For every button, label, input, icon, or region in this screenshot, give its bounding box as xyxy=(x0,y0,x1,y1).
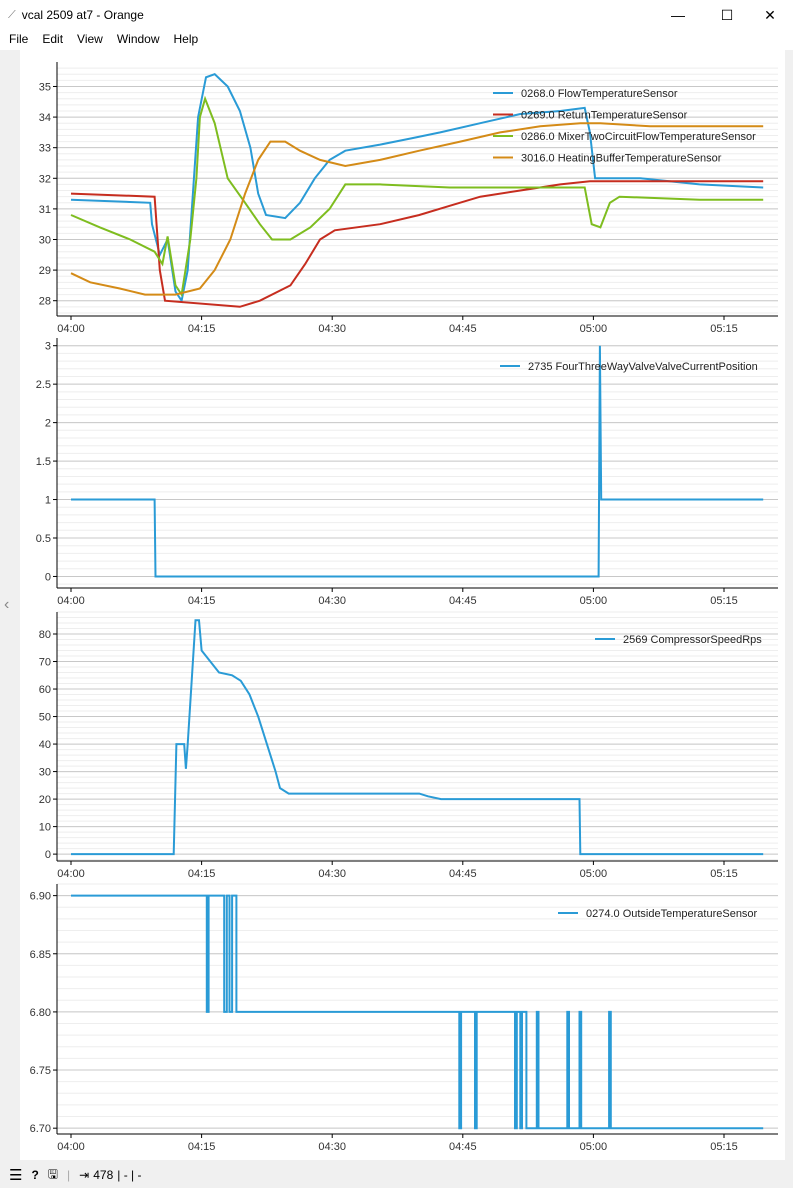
series-line xyxy=(70,122,764,296)
x-tick-label: 04:00 xyxy=(57,595,85,607)
x-tick-label: 04:00 xyxy=(57,1141,85,1153)
y-tick-label: 2 xyxy=(45,418,51,430)
maximize-button[interactable]: ☐ xyxy=(720,6,734,23)
series-line xyxy=(71,619,764,856)
legend-label: 0268.0 FlowTemperatureSensor xyxy=(521,88,678,100)
legend-label: 0286.0 MixerTwoCircuitFlowTemperatureSen… xyxy=(521,131,756,143)
y-tick-label: 29 xyxy=(39,265,51,277)
y-tick-label: 2.5 xyxy=(36,379,51,391)
plot-area xyxy=(20,50,785,1160)
chart-panel-2: 0 10 20 30 40 50 60 70 80 04:00 04:15 04:30 04:45 05:… xyxy=(39,611,778,880)
menu-file[interactable]: File xyxy=(9,32,29,46)
y-tick-label: 32 xyxy=(39,173,51,185)
y-tick-label: 80 xyxy=(39,629,51,641)
y-tick-label: 1.5 xyxy=(36,456,51,468)
series-line xyxy=(70,73,764,304)
save-icon[interactable]: 🖫 xyxy=(47,1166,59,1181)
series-line xyxy=(71,894,764,1130)
y-tick-label: 60 xyxy=(39,684,51,696)
x-tick-label: 04:45 xyxy=(449,323,477,335)
divider: | xyxy=(67,1168,71,1182)
x-tick-label: 05:15 xyxy=(710,868,738,880)
legend-label: 0269.0 ReturnTemperatureSensor xyxy=(521,110,688,122)
x-tick-label: 04:15 xyxy=(188,323,216,335)
x-tick-label: 04:30 xyxy=(318,868,346,880)
y-tick-label: 20 xyxy=(39,794,51,806)
status-bar: ☰ ? 🖫 | ⇥ 478 | - | - xyxy=(0,1162,793,1188)
chart-panel-0: 28 29 30 31 32 33 34 35 04:00 04:15 04:30 04:45 05:0… xyxy=(39,62,778,335)
x-tick-label: 05:15 xyxy=(710,1141,738,1153)
series-line xyxy=(71,345,764,578)
x-tick-label: 04:45 xyxy=(449,868,477,880)
legend-label: 2569 CompressorSpeedRps xyxy=(623,634,762,646)
y-tick-label: 34 xyxy=(39,112,51,124)
x-tick-label: 04:45 xyxy=(449,595,477,607)
y-tick-label: 35 xyxy=(39,81,51,93)
x-tick-label: 05:00 xyxy=(580,1141,608,1153)
menu-view[interactable]: View xyxy=(77,32,103,46)
x-tick-label: 04:15 xyxy=(188,1141,216,1153)
y-tick-label: 6.75 xyxy=(30,1065,51,1077)
help-icon[interactable]: ? xyxy=(31,1168,39,1182)
collapse-left-icon[interactable]: ‹ xyxy=(4,596,10,613)
x-tick-label: 04:15 xyxy=(188,595,216,607)
x-tick-label: 04:00 xyxy=(57,323,85,335)
line-chart-icon: ⟋ xyxy=(8,8,16,21)
status-sep: | - | - xyxy=(117,1168,142,1182)
y-tick-label: 0.5 xyxy=(36,533,51,545)
legend-label: 3016.0 HeatingBufferTemperatureSensor xyxy=(521,153,722,165)
y-tick-label: 40 xyxy=(39,739,51,751)
y-tick-label: 6.90 xyxy=(30,891,51,903)
y-tick-label: 50 xyxy=(39,712,51,724)
x-tick-label: 05:15 xyxy=(710,323,738,335)
menu-window[interactable]: Window xyxy=(116,32,160,46)
x-tick-label: 04:30 xyxy=(318,595,346,607)
series-line xyxy=(70,95,764,298)
input-icon[interactable]: ⇥ xyxy=(79,1168,90,1182)
minimize-button[interactable]: — xyxy=(671,7,685,23)
menu-bar: File Edit View Window Help xyxy=(0,30,793,50)
y-tick-label: 3 xyxy=(45,341,51,353)
x-tick-label: 04:30 xyxy=(318,1141,346,1153)
y-tick-label: 30 xyxy=(39,234,51,246)
x-tick-label: 04:15 xyxy=(188,868,216,880)
x-tick-label: 04:45 xyxy=(449,1141,477,1153)
chart-panel-3: 6.70 6.75 6.80 6.85 6.90 04:00 04:15 04:30 04:45… xyxy=(30,883,778,1153)
x-tick-label: 04:30 xyxy=(318,323,346,335)
menu-help[interactable]: Help xyxy=(173,32,199,46)
x-tick-label: 05:00 xyxy=(580,868,608,880)
close-button[interactable]: ✕ xyxy=(764,6,776,23)
y-tick-label: 28 xyxy=(39,296,51,308)
y-tick-label: 33 xyxy=(39,143,51,155)
window-title: vcal 2509 at7 - Orange xyxy=(21,8,144,22)
menu-icon[interactable]: ☰ xyxy=(9,1167,23,1184)
y-tick-label: 10 xyxy=(39,822,51,834)
y-tick-label: 6.70 xyxy=(30,1123,51,1135)
y-tick-label: 0 xyxy=(45,849,51,861)
x-tick-label: 05:15 xyxy=(710,595,738,607)
x-tick-label: 05:00 xyxy=(580,323,608,335)
y-tick-label: 0 xyxy=(45,571,51,583)
y-tick-label: 1 xyxy=(45,495,51,507)
x-tick-label: 05:00 xyxy=(580,595,608,607)
legend-label: 0274.0 OutsideTemperatureSensor xyxy=(586,908,758,920)
y-tick-label: 30 xyxy=(39,767,51,779)
title-bar: ⟋ vcal 2509 at7 - Orange — ☐ ✕ xyxy=(0,0,793,30)
y-tick-label: 6.80 xyxy=(30,1007,51,1019)
y-tick-label: 70 xyxy=(39,657,51,669)
y-tick-label: 6.85 xyxy=(30,949,51,961)
menu-edit[interactable]: Edit xyxy=(42,32,64,46)
legend-label: 2735 FourThreeWayValveValveCurrentPositi… xyxy=(528,361,758,373)
data-count: 478 xyxy=(93,1168,114,1182)
x-tick-label: 04:00 xyxy=(57,868,85,880)
y-tick-label: 31 xyxy=(39,204,51,216)
chart-panel-1: 0 0.5 1 1.5 2 2.5 3 04:00 04:15 04:30 04:45 05:00 05… xyxy=(36,338,778,607)
